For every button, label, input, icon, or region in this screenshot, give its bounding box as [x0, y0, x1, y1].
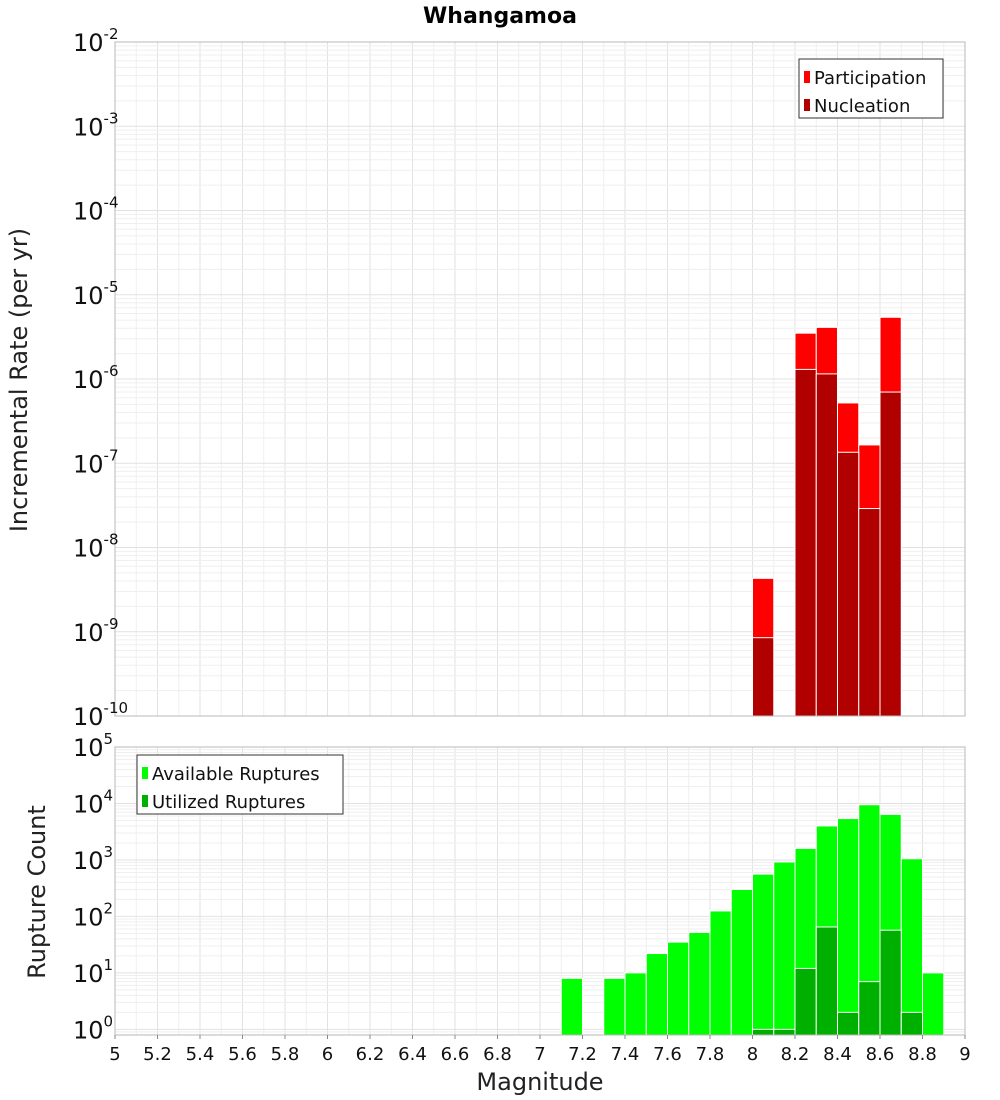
- rate-y-tick-label: 10-8: [73, 531, 119, 563]
- x-tick-label: 8: [747, 1044, 758, 1065]
- count-bar-b: [858, 981, 881, 1036]
- count-bar-a: [624, 972, 647, 1036]
- count-legend-label: Utilized Ruptures: [152, 792, 305, 813]
- count-bar-a: [730, 888, 753, 1036]
- x-tick-label: 6.6: [441, 1044, 470, 1065]
- count-y-axis-title: Rupture Count: [23, 805, 51, 979]
- x-tick-label: 5: [109, 1044, 120, 1065]
- count-y-tick-label: 105: [73, 730, 113, 762]
- count-y-tick-label: 100: [73, 1012, 113, 1044]
- count-bar-b: [815, 926, 838, 1036]
- count-y-tick-label: 103: [73, 843, 113, 875]
- rate-y-tick-label: 10-2: [73, 25, 119, 57]
- count-bar-b: [773, 1028, 796, 1036]
- rate-y-tick-label: 10-5: [73, 278, 119, 310]
- count-legend-swatch: [142, 767, 148, 779]
- count-bar-a: [603, 977, 626, 1036]
- x-tick-label: 7.6: [653, 1044, 682, 1065]
- rate-y-tick-label: 10-6: [73, 362, 119, 394]
- rate-y-tick-label: 10-4: [73, 194, 119, 226]
- count-bar-a: [709, 910, 732, 1036]
- count-chart: 105 104 103 102 101 100 Rupture Count Availab…: [23, 730, 966, 1044]
- x-tick-label: 9: [959, 1044, 970, 1065]
- count-bar-a: [560, 977, 583, 1036]
- count-bar-a: [773, 861, 796, 1036]
- rate-legend-label: Nucleation: [814, 96, 910, 117]
- rate-bar-b: [794, 368, 817, 717]
- x-tick-label: 6.4: [398, 1044, 427, 1065]
- x-axis-ticks: 5 5.2 5.4 5.6 5.8 6 6.2 6.4 6.6 6.8 7 7.2 7.4 7.6 7.8 8…: [109, 1035, 971, 1065]
- x-axis-title: Magnitude: [476, 1068, 603, 1096]
- x-tick-label: 6.2: [356, 1044, 385, 1065]
- count-y-ticks: 105 104 103 102 101 100: [73, 730, 113, 1044]
- rate-y-ticks: 10-2 10-3 10-4 10-5 10-6 10-7 10-8 10-9 10-10: [73, 25, 128, 731]
- x-tick-label: 8.6: [866, 1044, 895, 1065]
- count-y-tick-label: 101: [73, 956, 113, 988]
- rate-plot-frame: [114, 41, 966, 717]
- count-bar-a: [645, 953, 668, 1036]
- x-tick-label: 7.4: [611, 1044, 640, 1065]
- count-bar-b: [900, 1011, 923, 1036]
- x-tick-label: 6: [322, 1044, 333, 1065]
- count-bar-a: [667, 941, 690, 1036]
- count-legend-box: [136, 754, 344, 815]
- rate-bar-b: [879, 391, 902, 717]
- count-bar-b: [879, 929, 902, 1036]
- x-tick-label: 5.6: [228, 1044, 257, 1065]
- count-y-tick-label: 104: [73, 786, 113, 818]
- count-bar-a: [922, 972, 945, 1036]
- count-bar-a: [688, 931, 711, 1036]
- rate-bar-b: [858, 508, 881, 717]
- rate-chart: 10-2 10-3 10-4 10-5 10-6 10-7 10-8 10-9 10-10 In…: [5, 25, 966, 731]
- count-y-tick-label: 102: [73, 899, 113, 931]
- count-bar-b: [837, 1011, 860, 1036]
- rate-y-axis-title: Incremental Rate (per yr): [5, 228, 33, 532]
- x-tick-label: 6.8: [483, 1044, 512, 1065]
- x-tick-label: 8.4: [823, 1044, 852, 1065]
- rate-y-tick-label: 10-10: [73, 699, 128, 731]
- rate-bar-b: [837, 451, 860, 717]
- count-legend-label: Available Ruptures: [152, 764, 320, 785]
- x-tick-label: 7: [534, 1044, 545, 1065]
- x-tick-label: 5.8: [271, 1044, 300, 1065]
- count-bar-a: [900, 858, 923, 1036]
- count-bar-a: [837, 818, 860, 1036]
- rate-bar-b: [752, 637, 775, 717]
- x-tick-label: 8.8: [908, 1044, 937, 1065]
- rate-bar-b: [815, 373, 838, 717]
- x-tick-label: 8.2: [781, 1044, 810, 1065]
- x-tick-label: 5.4: [186, 1044, 215, 1065]
- rate-legend: Participation Nucleation: [798, 58, 944, 119]
- x-tick-label: 5.2: [143, 1044, 172, 1065]
- rate-y-tick-label: 10-3: [73, 109, 119, 141]
- count-bar-b: [752, 1028, 775, 1036]
- count-bar-a: [752, 873, 775, 1036]
- x-tick-label: 7.2: [568, 1044, 597, 1065]
- rate-legend-box: [798, 58, 944, 119]
- rate-y-tick-label: 10-9: [73, 615, 119, 647]
- count-legend-swatch: [142, 795, 148, 807]
- count-bar-b: [794, 967, 817, 1036]
- rate-legend-swatch: [804, 99, 810, 111]
- rate-legend-label: Participation: [814, 68, 926, 89]
- rate-legend-swatch: [804, 71, 810, 83]
- count-legend: Available Ruptures Utilized Ruptures: [136, 754, 344, 815]
- rate-y-tick-label: 10-7: [73, 446, 119, 478]
- chart-title: Whangamoa: [423, 4, 577, 29]
- x-tick-label: 7.8: [696, 1044, 725, 1065]
